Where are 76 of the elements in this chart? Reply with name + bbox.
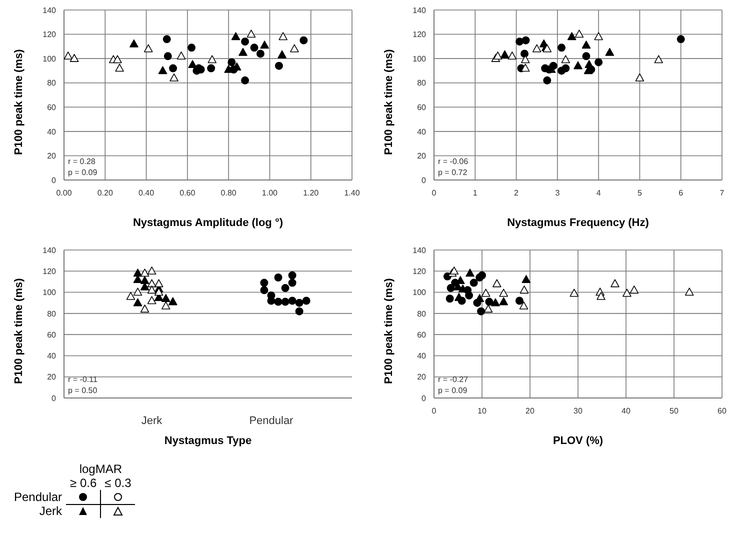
y-tick-label: 140 bbox=[412, 6, 427, 15]
y-tick-label: 120 bbox=[42, 266, 57, 276]
y-tick-label: 40 bbox=[47, 352, 57, 361]
x-axis-title: Nystagmus Amplitude (log °) bbox=[132, 217, 284, 229]
x-tick-label: 1 bbox=[472, 188, 478, 198]
y-tick-label: 140 bbox=[412, 246, 427, 255]
x-tick-label: 0 bbox=[432, 406, 437, 416]
x-tick-label: 40 bbox=[622, 406, 631, 416]
x-tick-label: 7 bbox=[720, 188, 725, 198]
x-tick-label: 3 bbox=[555, 188, 560, 198]
x-tick-label: 1.20 bbox=[303, 188, 320, 198]
annotation: r = 0.28 bbox=[68, 156, 96, 167]
y-tick-label: 0 bbox=[52, 394, 57, 403]
y-tick-label: 80 bbox=[47, 78, 57, 88]
y-tick-label: 80 bbox=[417, 309, 427, 318]
y-tick-label: 80 bbox=[417, 78, 427, 88]
y-tick-label: 140 bbox=[42, 6, 57, 15]
text: ≤ 0.3 bbox=[104, 476, 132, 490]
x-tick-label: 10 bbox=[478, 406, 487, 416]
y-tick-label: 120 bbox=[412, 30, 427, 40]
x-tick-label: 0.40 bbox=[138, 188, 155, 198]
annotation: p = 0.50 bbox=[68, 385, 98, 396]
x-tick-label: 6 bbox=[678, 188, 684, 198]
text: Pendular bbox=[13, 490, 64, 504]
y-tick-label: 20 bbox=[47, 152, 57, 161]
y-tick-label: 20 bbox=[417, 372, 427, 382]
y-axis-title: P100 peak time (ms) bbox=[382, 48, 395, 155]
text: Jerk bbox=[38, 504, 64, 518]
x-tick-label: 1.00 bbox=[262, 188, 278, 198]
x-tick-label: 0.80 bbox=[220, 188, 237, 198]
x-tick-label: 1.40 bbox=[344, 188, 360, 198]
annotation: r = -0.06 bbox=[438, 156, 468, 167]
x-tick-label: 2 bbox=[514, 188, 520, 198]
y-tick-label: 120 bbox=[42, 30, 57, 40]
y-tick-label: 40 bbox=[417, 352, 427, 361]
y-tick-label: 80 bbox=[47, 309, 57, 318]
y-tick-label: 60 bbox=[417, 330, 427, 340]
y-axis-title: P100 peak time (ms) bbox=[12, 48, 25, 155]
y-tick-label: 20 bbox=[417, 152, 427, 161]
annotation: r = -0.11 bbox=[68, 374, 98, 385]
annotation: p = 0.72 bbox=[438, 167, 468, 178]
y-tick-label: 100 bbox=[412, 54, 427, 64]
x-tick-label: 5 bbox=[637, 188, 642, 198]
x-tick-label: 0.00 bbox=[56, 188, 72, 198]
y-axis-title: P100 peak time (ms) bbox=[382, 278, 395, 384]
y-tick-label: 40 bbox=[417, 127, 427, 136]
x-tick-label: 4 bbox=[596, 188, 602, 198]
y-tick-label: 140 bbox=[42, 246, 57, 255]
x-tick-label: 0.20 bbox=[97, 188, 114, 198]
y-axis-title: P100 peak time (ms) bbox=[12, 278, 25, 384]
x-tick-label: 50 bbox=[670, 406, 679, 416]
y-tick-label: 0 bbox=[422, 176, 427, 185]
y-tick-label: 60 bbox=[47, 330, 57, 340]
x-axis-title: PLOV (%) bbox=[552, 435, 604, 447]
y-tick-label: 60 bbox=[47, 102, 57, 112]
annotation: p = 0.09 bbox=[68, 167, 98, 178]
annotation: p = 0.09 bbox=[438, 385, 468, 396]
y-tick-label: 100 bbox=[42, 288, 57, 298]
x-tick-label: 0.60 bbox=[180, 188, 196, 198]
y-tick-label: 20 bbox=[47, 372, 57, 382]
x-axis-title: Nystagmus Type bbox=[164, 435, 252, 447]
y-tick-label: 100 bbox=[42, 54, 57, 64]
x-tick-label: 30 bbox=[574, 406, 583, 416]
annotation: r = -0.27 bbox=[438, 374, 468, 385]
y-tick-label: 60 bbox=[417, 102, 427, 112]
text: logMAR bbox=[78, 462, 123, 476]
x-tick-label: 0 bbox=[432, 188, 437, 198]
x-tick-label: 20 bbox=[526, 406, 535, 416]
y-tick-label: 0 bbox=[422, 394, 427, 403]
y-tick-label: 100 bbox=[412, 288, 427, 298]
y-tick-label: 0 bbox=[52, 176, 57, 185]
text: ≥ 0.6 bbox=[69, 476, 98, 490]
x-axis-title: Nystagmus Frequency (Hz) bbox=[507, 217, 650, 229]
y-tick-label: 40 bbox=[47, 127, 57, 136]
y-tick-label: 120 bbox=[412, 266, 427, 276]
x-tick-label: 60 bbox=[718, 406, 727, 416]
